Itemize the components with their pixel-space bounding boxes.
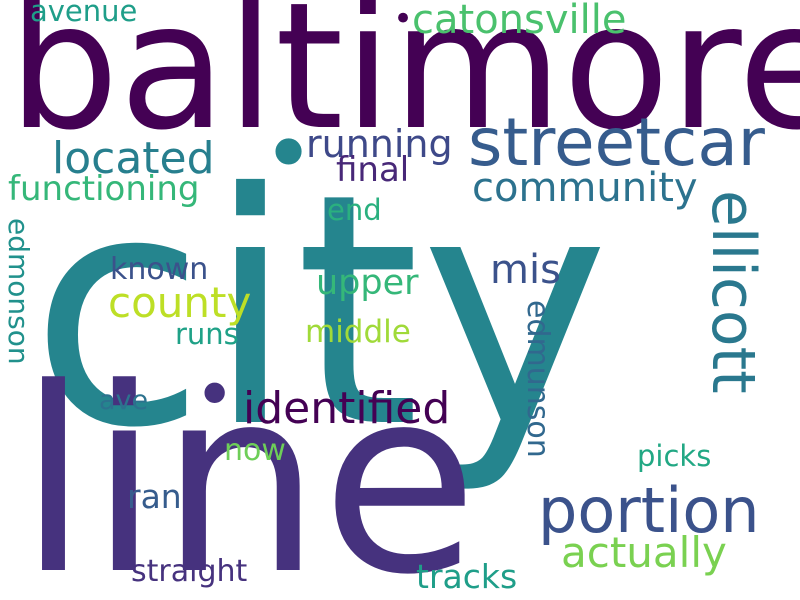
word-catonsville: catonsville <box>412 0 627 43</box>
word-tracks: tracks <box>416 557 518 596</box>
word-functioning: functioning <box>8 169 200 209</box>
word-end: end <box>327 193 382 227</box>
word-final: final <box>336 150 410 190</box>
dot-mark-1: • <box>393 0 414 39</box>
word-straight: straight <box>131 554 248 589</box>
word-ran: ran <box>127 477 182 516</box>
word-county: county <box>108 278 252 327</box>
word-city: city <box>30 126 610 498</box>
word-portion: portion <box>538 474 760 547</box>
word-edmunson: edmunson <box>520 300 555 458</box>
word-identified: identified <box>243 383 451 434</box>
word-ave: ave <box>99 385 149 416</box>
word-upper: upper <box>316 263 419 303</box>
word-actually: actually <box>561 528 727 577</box>
word-runs: runs <box>175 317 239 351</box>
word-middle: middle <box>305 314 411 350</box>
word-streetcar: streetcar <box>468 104 765 181</box>
word-baltimore: baltimore <box>8 0 800 169</box>
word-edmonson: edmonson <box>2 218 35 365</box>
word-mis: mis <box>490 247 561 293</box>
word-picks: picks <box>637 439 712 473</box>
word-community: community <box>472 165 698 211</box>
word-now: now <box>224 433 286 468</box>
word-line: line <box>18 334 479 600</box>
dot-mark-3: • <box>194 354 236 436</box>
dot-mark-2: • <box>262 102 316 207</box>
word-known: known <box>110 252 209 287</box>
word-ellicott: ellicott <box>698 190 768 394</box>
word-located: located <box>52 133 215 184</box>
word-avenue: avenue <box>30 0 138 28</box>
word-running: running <box>306 122 453 166</box>
